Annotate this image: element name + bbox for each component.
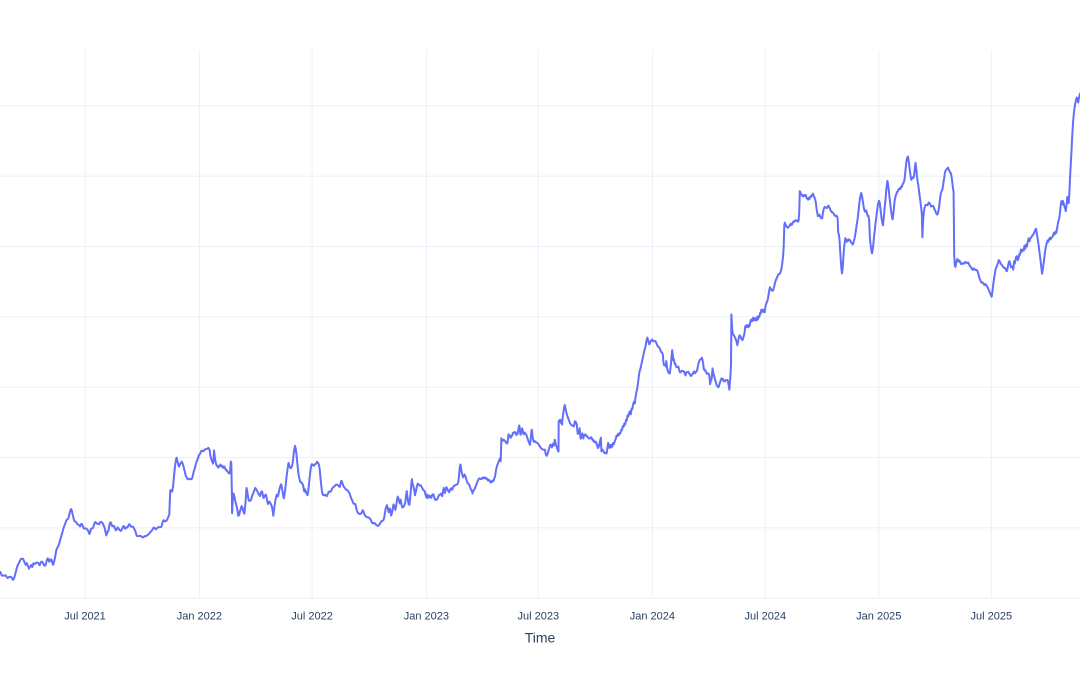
svg-text:Jul 2024: Jul 2024 [745, 611, 787, 623]
svg-text:Jul 2021: Jul 2021 [64, 611, 106, 623]
svg-text:Jan 2025: Jan 2025 [856, 611, 901, 623]
svg-text:Jul 2025: Jul 2025 [971, 611, 1013, 623]
svg-text:Jan 2024: Jan 2024 [630, 611, 675, 623]
svg-text:Jul 2023: Jul 2023 [518, 611, 560, 623]
svg-text:Jan 2023: Jan 2023 [404, 611, 449, 623]
svg-text:Jan 2022: Jan 2022 [177, 611, 222, 623]
svg-text:Time: Time [525, 630, 556, 646]
svg-text:Jul 2022: Jul 2022 [291, 611, 333, 623]
